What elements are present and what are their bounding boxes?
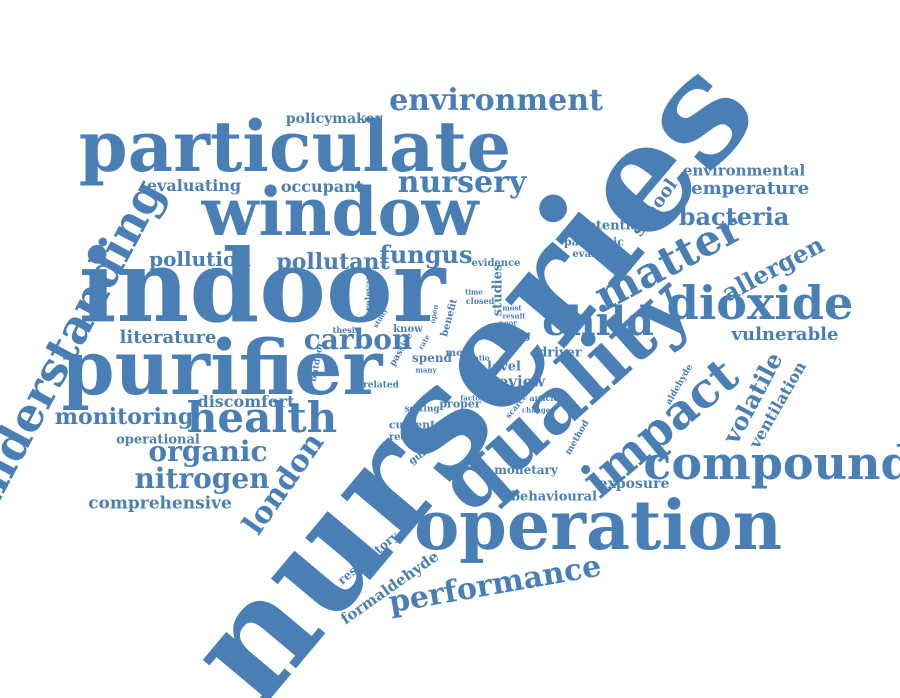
word-bacteria: bacteria: [678, 202, 790, 231]
word-environmental: environmental: [682, 161, 806, 180]
word-operation: operation: [413, 486, 783, 566]
word-dioxide: dioxide: [666, 276, 854, 330]
word-compound: compound: [643, 436, 900, 490]
word-window: window: [201, 173, 479, 251]
word-review: review: [490, 372, 546, 391]
word-ratio: ratio: [470, 353, 490, 363]
word-thesis: thesis: [332, 325, 360, 335]
word-evaluating: evaluating: [146, 176, 242, 195]
word-setting: setting: [404, 404, 440, 415]
word-temperature: temperature: [682, 178, 810, 199]
word-related: related: [363, 380, 399, 391]
word-organic: organic: [148, 435, 268, 468]
word-behavioural: behavioural: [510, 489, 598, 505]
word-proper: proper: [439, 397, 481, 411]
word-potential: potential: [578, 218, 644, 234]
word-pollution: pollution: [149, 247, 251, 271]
word-monetary: monetary: [494, 463, 558, 477]
word-particulate: particulate: [78, 105, 512, 188]
word-factor: factor: [460, 393, 484, 403]
word-relevant: relevant: [364, 269, 375, 311]
word-pandemic: pandemic: [563, 235, 625, 249]
word-poor: poor: [499, 318, 517, 328]
word-evaluate: evaluate: [572, 249, 620, 260]
word-vulnerable: vulnerable: [731, 324, 839, 345]
word-article: article: [529, 393, 559, 403]
word-comprehensive: comprehensive: [88, 493, 232, 514]
word-closed: closed: [465, 296, 495, 306]
word-child: child: [542, 298, 654, 345]
word-exposure: exposure: [598, 476, 670, 492]
word-carbon: carbon: [303, 323, 413, 356]
word-pollutant: pollutant: [276, 249, 390, 275]
word-know: know: [393, 324, 423, 335]
word-change: change: [521, 405, 551, 415]
word-literature: literature: [119, 327, 217, 348]
word-time: time: [465, 287, 483, 297]
word-driver: driver: [538, 345, 582, 361]
word-monitoring: monitoring: [54, 404, 194, 430]
word-discomfort: discomfort: [197, 392, 295, 411]
word-occupant: occupant: [280, 177, 364, 196]
word-many: many: [415, 365, 437, 375]
word-indoor: indoor: [78, 227, 446, 345]
word-reduction: reduction: [388, 432, 444, 443]
word-operational: operational: [116, 432, 200, 448]
word-fungus: fungus: [379, 240, 473, 269]
word-spend: spend: [412, 351, 452, 365]
word-purifier: purifier: [61, 323, 383, 412]
word-policymaker: policymaker: [285, 111, 383, 127]
word-level: level: [487, 359, 521, 375]
word-evidence: evidence: [471, 258, 521, 269]
word-result: result: [502, 311, 526, 321]
word-more: more: [445, 348, 475, 359]
word-nitrogen: nitrogen: [134, 462, 270, 495]
word-young: young: [493, 328, 531, 342]
word-health: health: [186, 393, 338, 442]
word-current: current: [388, 418, 436, 432]
word-most: most: [502, 303, 522, 313]
word-environment: environment: [389, 83, 603, 118]
word-nursery: nursery: [397, 165, 527, 200]
